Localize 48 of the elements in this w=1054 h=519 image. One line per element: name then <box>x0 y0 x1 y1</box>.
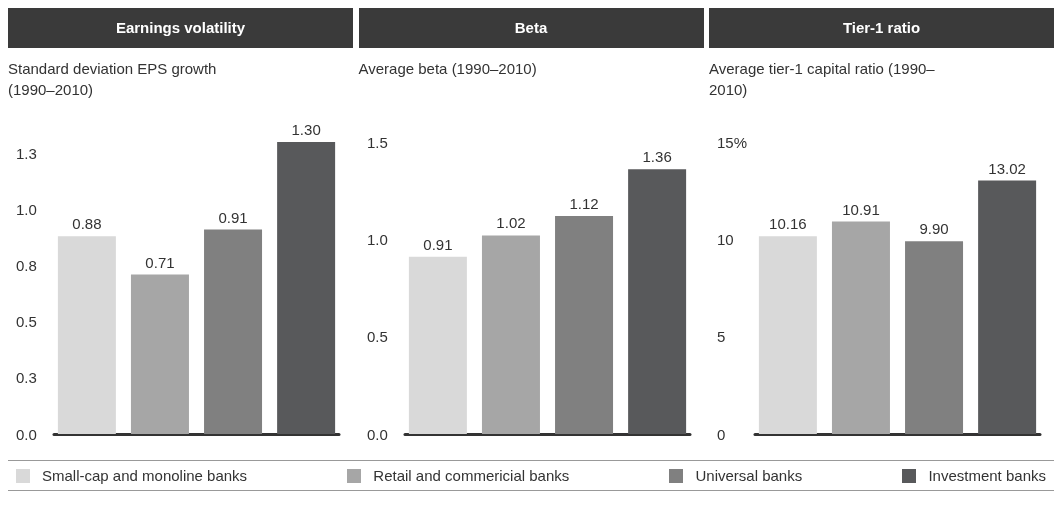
chart-subtitle: Average beta (1990–2010) <box>358 59 538 79</box>
bar <box>57 236 116 434</box>
bar <box>758 236 817 434</box>
y-tick-label: 15% <box>717 133 748 151</box>
bar <box>554 215 613 434</box>
y-tick-label: 1.0 <box>16 200 37 218</box>
bar <box>978 180 1037 434</box>
data-label: 1.30 <box>291 121 321 138</box>
y-tick-label: 0.0 <box>16 425 37 443</box>
y-tick-label: 1.5 <box>366 133 388 151</box>
y-tick-label: 10 <box>717 230 734 248</box>
chart-title: Earnings volatility <box>8 8 353 48</box>
bar <box>831 221 890 434</box>
bar <box>204 229 263 434</box>
y-tick-label: 0.8 <box>16 257 37 275</box>
bar <box>905 241 964 434</box>
bar <box>130 274 189 434</box>
y-tick-label: 0.5 <box>16 313 37 331</box>
y-tick-label: 1.3 <box>16 144 37 162</box>
data-label: 10.91 <box>842 200 880 218</box>
data-label: 0.88 <box>72 215 102 233</box>
bar <box>481 235 540 434</box>
bar <box>627 169 686 434</box>
y-tick-label: 0.3 <box>16 369 37 387</box>
data-label: 10.16 <box>769 215 807 233</box>
legend-label: Small-cap and monoline banks <box>42 467 248 484</box>
chart-subtitle: Standard deviation EPS growth (1990–2010) <box>8 59 218 100</box>
data-label: 13.02 <box>988 159 1026 177</box>
data-label: 0.71 <box>145 253 175 271</box>
y-tick-label: 0.5 <box>366 328 388 346</box>
chart-title: Beta <box>358 8 704 48</box>
chart-subtitle: Average tier-1 capital ratio (1990–2010) <box>709 59 936 100</box>
y-tick-label: 0.0 <box>366 425 388 443</box>
data-label: 1.36 <box>642 148 672 166</box>
data-label: 1.02 <box>495 214 526 232</box>
legend-label: Investment banks <box>928 467 1046 484</box>
y-tick-label: 5 <box>717 328 726 346</box>
data-label: 0.91 <box>218 208 248 226</box>
chart-title: Tier-1 ratio <box>709 8 1054 48</box>
y-tick-label: 1.0 <box>366 230 388 248</box>
bar <box>408 256 467 434</box>
legend-label: Universal banks <box>695 467 803 484</box>
data-label: 1.12 <box>568 194 599 212</box>
data-label: 0.91 <box>422 235 452 253</box>
bar <box>277 142 336 434</box>
data-label: 9.90 <box>919 220 949 238</box>
legend-label: Retail and commericial banks <box>373 467 570 484</box>
y-tick-label: 0 <box>717 425 726 443</box>
